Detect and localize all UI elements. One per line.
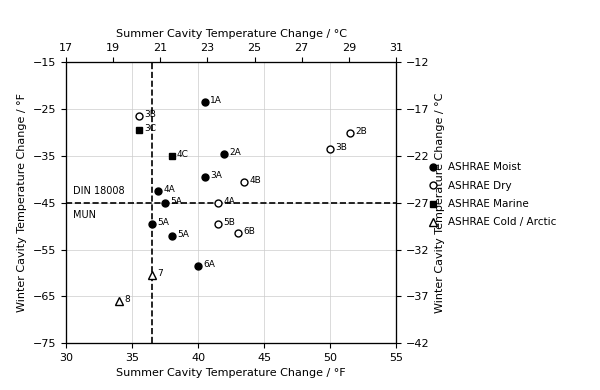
X-axis label: Summer Cavity Temperature Change / °C: Summer Cavity Temperature Change / °C [115,29,347,39]
Text: 3B: 3B [335,143,347,152]
Text: 4A: 4A [223,197,235,206]
Legend: ASHRAE Moist, ASHRAE Dry, ASHRAE Marine, ASHRAE Cold / Arctic: ASHRAE Moist, ASHRAE Dry, ASHRAE Marine,… [419,160,560,230]
Text: 4C: 4C [177,150,189,159]
Text: 5A: 5A [177,230,189,239]
Text: 6A: 6A [203,260,215,269]
Text: 3B: 3B [144,110,156,119]
Text: 5A: 5A [157,218,169,227]
Text: 7: 7 [157,269,163,278]
Y-axis label: Winter Cavity Temperature Change / °F: Winter Cavity Temperature Change / °F [17,93,27,312]
X-axis label: Summer Cavity Temperature Change / °F: Summer Cavity Temperature Change / °F [116,369,346,378]
Text: 6B: 6B [243,227,255,236]
Text: 3C: 3C [144,124,156,133]
Text: 4A: 4A [164,185,175,194]
Text: 1A: 1A [210,96,222,105]
Text: 5A: 5A [170,197,182,206]
Text: 3A: 3A [210,171,222,180]
Text: 2B: 2B [355,127,367,136]
Y-axis label: Winter Cavity Temperature Change / °C: Winter Cavity Temperature Change / °C [435,92,445,313]
Text: 5B: 5B [223,218,235,227]
Text: 4B: 4B [250,176,261,185]
Text: 2A: 2A [230,148,241,157]
Text: DIN 18008: DIN 18008 [73,186,124,196]
Text: 8: 8 [124,295,130,304]
Text: MUN: MUN [73,210,95,220]
